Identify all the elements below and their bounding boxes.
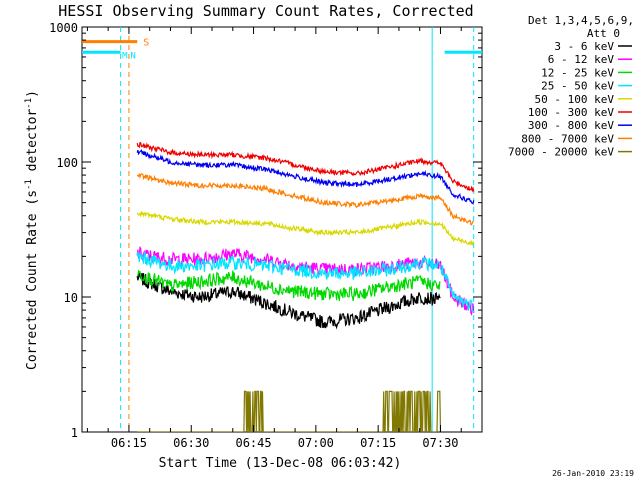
- y-tick-label-0: 1: [71, 426, 78, 440]
- chart-title: HESSI Observing Summary Count Rates, Cor…: [58, 2, 473, 20]
- y-tick-label-3: 1000: [49, 21, 78, 35]
- y-axis-label-part3: ): [25, 90, 40, 98]
- flag-label-0: S: [143, 38, 149, 49]
- x-tick-label-4: 07:15: [360, 436, 396, 450]
- y-axis-label-part1: Corrected Count Rate (s: [25, 190, 40, 370]
- legend-label-7: 800 - 7000 keV: [521, 132, 614, 145]
- legend-label-0: 3 - 6 keV: [554, 40, 614, 53]
- y-axis-label-sup2: -1: [24, 98, 34, 109]
- y-axis-label: Corrected Count Rate (s-1 detector-1): [24, 90, 40, 370]
- series-line-4: [136, 210, 475, 246]
- series-line-8: [137, 390, 442, 432]
- series-line-3: [136, 251, 475, 313]
- legend-label-4: 50 - 100 keV: [535, 93, 615, 106]
- series-line-0: [136, 271, 441, 330]
- x-axis-label: Start Time (13-Dec-08 06:03:42): [159, 456, 402, 471]
- y-axis-label-part2: detector: [25, 109, 40, 180]
- legend-label-1: 6 - 12 keV: [548, 53, 615, 66]
- legend-label-6: 300 - 800 keV: [528, 119, 614, 132]
- flag-bars: SNM: [82, 38, 482, 61]
- legend-label-3: 25 - 50 keV: [541, 80, 614, 93]
- y-axis-label-sup1: -1: [24, 179, 34, 190]
- flag-marker-0: N: [130, 51, 135, 61]
- series-line-2: [136, 269, 441, 302]
- x-tick-label-5: 07:30: [422, 436, 458, 450]
- series-lines: [136, 142, 475, 432]
- x-tick-label-1: 06:30: [173, 436, 209, 450]
- series-line-6: [136, 149, 475, 206]
- legend-label-8: 7000 - 20000 keV: [508, 146, 614, 159]
- legend-header-line2: Att 0: [587, 27, 620, 40]
- x-tick-label-3: 07:00: [298, 436, 334, 450]
- x-axis: 06:15 06:30 06:45 07:00 07:15 07:30: [86, 27, 483, 450]
- y-tick-label-1: 10: [64, 291, 78, 305]
- series-line-5: [136, 142, 475, 193]
- footer-timestamp: 26-Jan-2010 23:19: [552, 469, 634, 478]
- x-tick-label-2: 06:45: [235, 436, 271, 450]
- y-tick-label-2: 100: [56, 156, 78, 170]
- plot-frame: [81, 26, 483, 433]
- legend-header-line1: Det 1,3,4,5,6,9,: [528, 14, 634, 27]
- y-axis: 1 10 100 1000: [49, 21, 482, 440]
- x-tick-label-0: 06:15: [111, 436, 147, 450]
- flag-marker-1: M: [122, 51, 128, 61]
- vertical-marker-lines: [120, 27, 475, 432]
- legend-label-5: 100 - 300 keV: [528, 106, 614, 119]
- legend-label-2: 12 - 25 keV: [541, 66, 614, 79]
- series-line-7: [136, 173, 474, 226]
